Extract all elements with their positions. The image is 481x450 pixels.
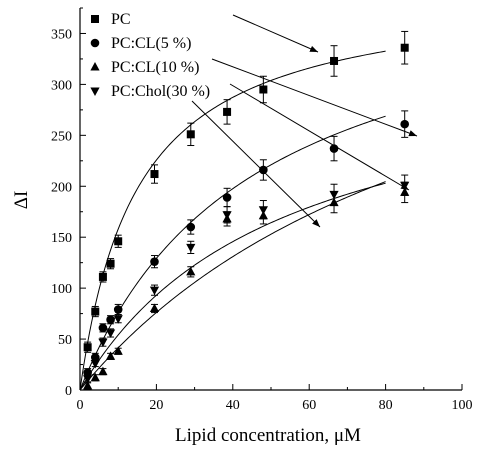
data-point	[258, 210, 268, 220]
x-tick-label: 100	[452, 398, 473, 413]
fit-curve	[79, 181, 386, 391]
data-point	[258, 206, 268, 215]
data-point	[113, 315, 123, 324]
legend-label: PC:CL(10 %)	[111, 59, 199, 76]
data-point	[149, 286, 160, 296]
data-point	[150, 257, 159, 266]
data-point	[330, 56, 339, 65]
data-point	[259, 165, 268, 175]
data-point	[222, 193, 232, 202]
y-tick-label: 0	[65, 384, 72, 399]
legend-label: PC:Chol(30 %)	[111, 83, 210, 100]
data-point	[186, 130, 195, 139]
data-point	[223, 107, 232, 116]
y-tick-label: 200	[51, 180, 72, 195]
data-point	[329, 197, 339, 207]
data-point	[90, 372, 100, 382]
y-tick-label: 150	[51, 231, 72, 246]
y-tick-label: 50	[58, 333, 72, 348]
data-point	[83, 380, 93, 390]
data-point	[149, 303, 160, 313]
y-tick-label: 300	[51, 78, 72, 93]
data-point	[83, 343, 92, 352]
x-axis-title: Lipid concentration, μM	[175, 425, 361, 446]
fit-curve	[79, 50, 386, 391]
x-tick-label: 40	[226, 398, 240, 413]
data-point	[113, 346, 123, 355]
data-point	[106, 315, 115, 325]
data-point	[106, 259, 115, 268]
data-point	[113, 305, 123, 314]
data-point	[400, 119, 410, 129]
legend-marker	[90, 62, 100, 71]
data-point	[98, 366, 108, 376]
legend-marker	[91, 15, 99, 23]
x-tick-label: 60	[302, 398, 316, 413]
legend-arrow	[229, 83, 410, 191]
data-point	[329, 190, 339, 200]
data-point	[105, 329, 116, 338]
data-point	[114, 237, 123, 246]
data-point	[98, 272, 107, 281]
data-point	[91, 307, 100, 316]
data-point	[186, 222, 196, 232]
data-point	[90, 360, 100, 369]
x-tick-label: 80	[379, 398, 393, 413]
axes: 0 20 40 60 80 100 0 50 100 150 200 250 300 350	[51, 7, 473, 413]
data-point	[259, 85, 268, 94]
data-point	[105, 351, 116, 360]
legend-arrow	[232, 14, 319, 53]
data-point	[98, 323, 108, 333]
y-axis-title: ΔI	[11, 191, 32, 210]
legend-arrows	[191, 14, 418, 228]
data-point	[400, 187, 410, 196]
y-tick-label: 100	[51, 282, 72, 297]
x-tick-label: 0	[77, 398, 84, 413]
legend-label: PC:CL(5 %)	[111, 35, 191, 52]
legend: PC PC:CL(5 %) PC:CL(10 %) PC:Chol(30 %)	[90, 11, 210, 100]
legend-arrow	[191, 100, 321, 228]
data-point	[150, 170, 159, 179]
legend-marker	[90, 87, 100, 96]
fit-curves	[79, 50, 386, 391]
data-point	[83, 375, 93, 384]
fit-curve	[79, 182, 386, 391]
data-point	[400, 43, 409, 52]
legend-arrow	[211, 58, 418, 137]
data-point	[222, 211, 232, 220]
data-point	[186, 266, 196, 276]
y-tick-label: 250	[51, 129, 72, 144]
data-point	[83, 368, 92, 377]
fit-curve	[79, 115, 386, 391]
data-point	[90, 353, 100, 362]
data-markers	[83, 43, 410, 390]
legend-label: PC	[111, 11, 131, 28]
x-tick-label: 20	[149, 398, 163, 413]
legend-marker	[90, 38, 100, 48]
data-point	[186, 243, 196, 253]
data-point	[98, 338, 108, 348]
y-tick-label: 350	[51, 27, 72, 42]
